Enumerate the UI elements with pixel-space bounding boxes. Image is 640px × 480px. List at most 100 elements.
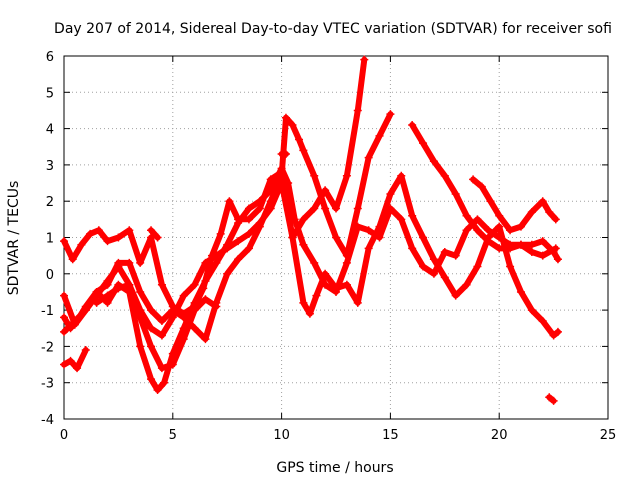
series-track-10 [545, 393, 558, 405]
data-point-marker [451, 291, 460, 300]
data-point-marker [484, 226, 493, 235]
data-point-marker [538, 251, 547, 260]
data-point-marker [114, 284, 123, 293]
data-point-marker [506, 262, 515, 271]
data-point-marker [157, 331, 166, 340]
data-point-marker [147, 342, 156, 351]
data-point-marker [147, 324, 156, 333]
data-point-marker [332, 233, 340, 242]
data-point-marker [549, 396, 558, 405]
data-point-marker [310, 171, 319, 180]
data-point-marker [147, 226, 156, 235]
data-point-marker [397, 215, 406, 224]
data-point-marker [277, 179, 286, 188]
data-point-marker [360, 55, 369, 64]
data-point-marker [462, 211, 471, 220]
series-track-8 [469, 175, 560, 235]
series-line [93, 281, 220, 372]
data-point-marker [223, 244, 232, 253]
data-point-marker [190, 280, 199, 289]
chart-title: Day 207 of 2014, Sidereal Day-to-day VTE… [54, 21, 612, 37]
data-point-marker [201, 258, 210, 267]
data-point-marker [86, 229, 95, 238]
x-tick-label: 0 [60, 428, 68, 443]
data-point-marker [153, 385, 162, 394]
data-point-marker [160, 378, 169, 387]
data-point-marker [549, 331, 558, 340]
data-point-marker [484, 237, 493, 246]
y-tick-label: -1 [41, 304, 54, 319]
data-point-marker [473, 215, 482, 224]
data-point-marker [60, 237, 68, 246]
data-point-marker [136, 342, 145, 351]
data-point-marker [321, 204, 330, 213]
series-line [61, 347, 89, 372]
data-point-marker [244, 229, 253, 238]
data-point-marker [462, 226, 471, 235]
data-point-marker [495, 222, 504, 231]
data-point-marker [299, 240, 308, 249]
data-point-marker [527, 240, 536, 249]
data-point-marker [255, 204, 264, 213]
data-point-marker [342, 171, 351, 180]
x-tick-label: 15 [382, 428, 399, 443]
data-point-marker [147, 375, 156, 384]
data-point-marker [469, 175, 478, 184]
data-point-marker [94, 226, 103, 235]
data-point-marker [429, 255, 438, 264]
data-point-marker [364, 244, 373, 253]
y-tick-label: 4 [46, 123, 54, 138]
series-line [61, 111, 394, 343]
data-point-marker [92, 291, 101, 300]
data-point-marker [408, 120, 417, 129]
y-tick-label: -4 [41, 413, 54, 428]
data-point-marker [397, 171, 406, 180]
data-point-marker [234, 237, 243, 246]
data-point-marker [516, 287, 525, 296]
data-point-marker [125, 280, 134, 289]
data-point-marker [81, 306, 90, 315]
data-point-marker [157, 316, 166, 325]
data-point-marker [136, 258, 145, 267]
data-point-marker [527, 248, 536, 257]
series-line [470, 176, 559, 234]
data-point-marker [353, 106, 362, 115]
data-point-marker [281, 150, 290, 159]
data-point-marker [312, 291, 321, 300]
data-point-marker [549, 248, 558, 257]
data-point-marker [310, 258, 319, 267]
data-point-marker [538, 197, 547, 206]
data-point-marker [477, 182, 486, 191]
y-tick-label: 0 [46, 268, 54, 283]
data-point-marker [332, 204, 340, 213]
data-point-marker [516, 240, 525, 249]
data-point-marker [179, 313, 188, 322]
x-tick-label: 10 [273, 428, 290, 443]
data-point-marker [266, 175, 275, 184]
data-point-marker [168, 360, 177, 369]
y-tick-label: 3 [46, 159, 54, 174]
data-point-marker [60, 360, 68, 369]
data-point-marker [157, 280, 166, 289]
x-tick-label: 25 [600, 428, 617, 443]
data-point-marker [527, 306, 536, 315]
data-point-marker [506, 226, 515, 235]
data-point-marker [299, 298, 308, 307]
data-point-marker [419, 139, 428, 148]
data-point-marker [81, 346, 90, 355]
data-point-marker [538, 316, 547, 325]
data-point-marker [353, 204, 362, 213]
data-point-marker [516, 222, 525, 231]
data-point-marker [545, 393, 554, 402]
data-point-marker [190, 324, 199, 333]
data-point-marker [321, 269, 330, 278]
data-point-marker [332, 284, 340, 293]
data-point-marker [473, 226, 482, 235]
x-tick-label: 5 [169, 428, 177, 443]
data-point-marker [212, 258, 221, 267]
data-point-marker [440, 273, 449, 282]
x-axis-label: GPS time / hours [276, 460, 393, 476]
data-point-marker [429, 269, 438, 278]
y-tick-label: -2 [41, 340, 54, 355]
data-point-marker [60, 327, 68, 336]
